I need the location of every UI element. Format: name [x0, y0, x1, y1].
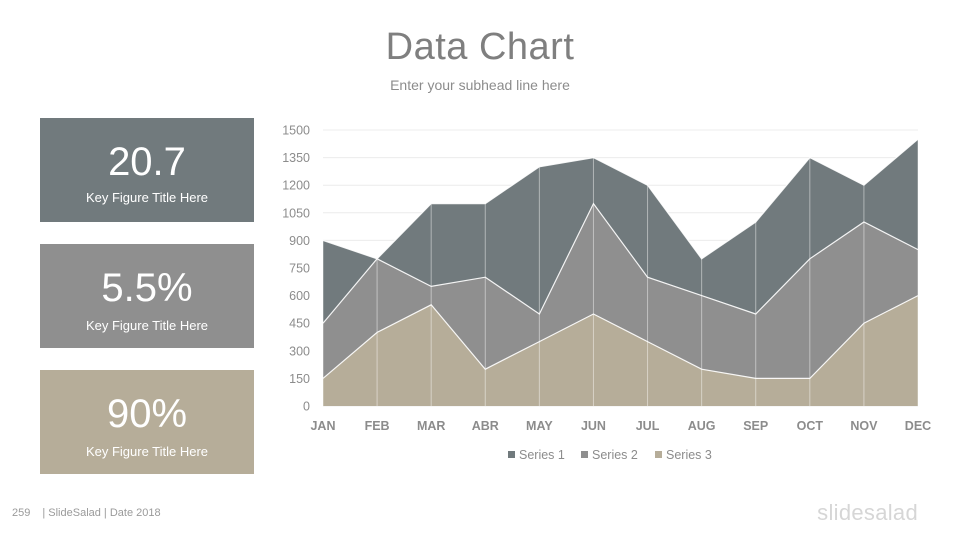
y-tick-label: 1050	[282, 206, 310, 220]
key-figure-label: Key Figure Title Here	[85, 190, 209, 205]
key-figure-value: 20.7	[108, 140, 186, 184]
legend-swatch	[508, 451, 515, 458]
y-tick-label: 600	[289, 289, 310, 303]
x-tick-label: JUL	[636, 419, 660, 433]
x-tick-label: ABR	[472, 419, 499, 433]
y-tick-label: 300	[289, 344, 310, 358]
series-line-series-2	[322, 202, 919, 324]
page-subtitle: Enter your subhead line here	[390, 77, 570, 93]
x-tick-label: MAR	[417, 419, 445, 433]
series-line-series-1	[322, 138, 919, 260]
y-tick-label: 1500	[282, 124, 310, 138]
x-tick-label: FEB	[365, 419, 390, 433]
page-title: Data Chart	[385, 26, 575, 68]
x-tick-label: DEC	[905, 419, 931, 433]
x-tick-label: MAY	[526, 419, 553, 433]
y-tick-label: 750	[289, 262, 310, 276]
series-line-series-3	[322, 295, 919, 379]
y-tick-label: 0	[303, 400, 310, 414]
x-tick-label: JUN	[581, 419, 606, 433]
x-tick-label: JAN	[310, 419, 335, 433]
y-tick-label: 900	[289, 234, 310, 248]
y-tick-label: 1350	[282, 151, 310, 165]
legend-label: Series 1	[519, 448, 565, 462]
x-tick-label: NOV	[850, 419, 878, 433]
footer: 259 | SlideSalad | Date 2018	[12, 507, 161, 519]
footer-text: | SlideSalad | Date 2018	[42, 507, 161, 519]
y-tick-label: 450	[289, 317, 310, 331]
legend-swatch	[581, 451, 588, 458]
area-series-2	[323, 203, 918, 379]
x-tick-label: AUG	[688, 419, 716, 433]
x-tick-label: SEP	[743, 419, 768, 433]
key-figure-label: Key Figure Title Here	[85, 318, 209, 333]
x-tick-label: OCT	[797, 419, 824, 433]
stacked-area-chart: 0 150 300 450 600 750 900 1050 1200 1350 1500 JAN FE…	[282, 124, 931, 463]
legend-swatch	[655, 451, 662, 458]
y-tick-label: 1200	[282, 179, 310, 193]
key-figure-label: Key Figure Title Here	[85, 444, 209, 459]
area-series-1	[323, 139, 918, 324]
key-figure-value: 90%	[106, 392, 188, 436]
legend-label: Series 3	[666, 448, 712, 462]
y-tick-label: 150	[289, 372, 310, 386]
key-figure-value: 5.5%	[101, 266, 193, 310]
legend-label: Series 2	[592, 448, 638, 462]
brand-logo: slidesalad	[817, 500, 918, 525]
page-number: 259	[12, 507, 31, 519]
key-figure-card-3: 90% Key Figure Title Here	[40, 370, 254, 474]
key-figure-card-2: 5.5% Key Figure Title Here	[40, 244, 254, 348]
key-figure-card-1: 20.7 Key Figure Title Here	[40, 118, 254, 222]
